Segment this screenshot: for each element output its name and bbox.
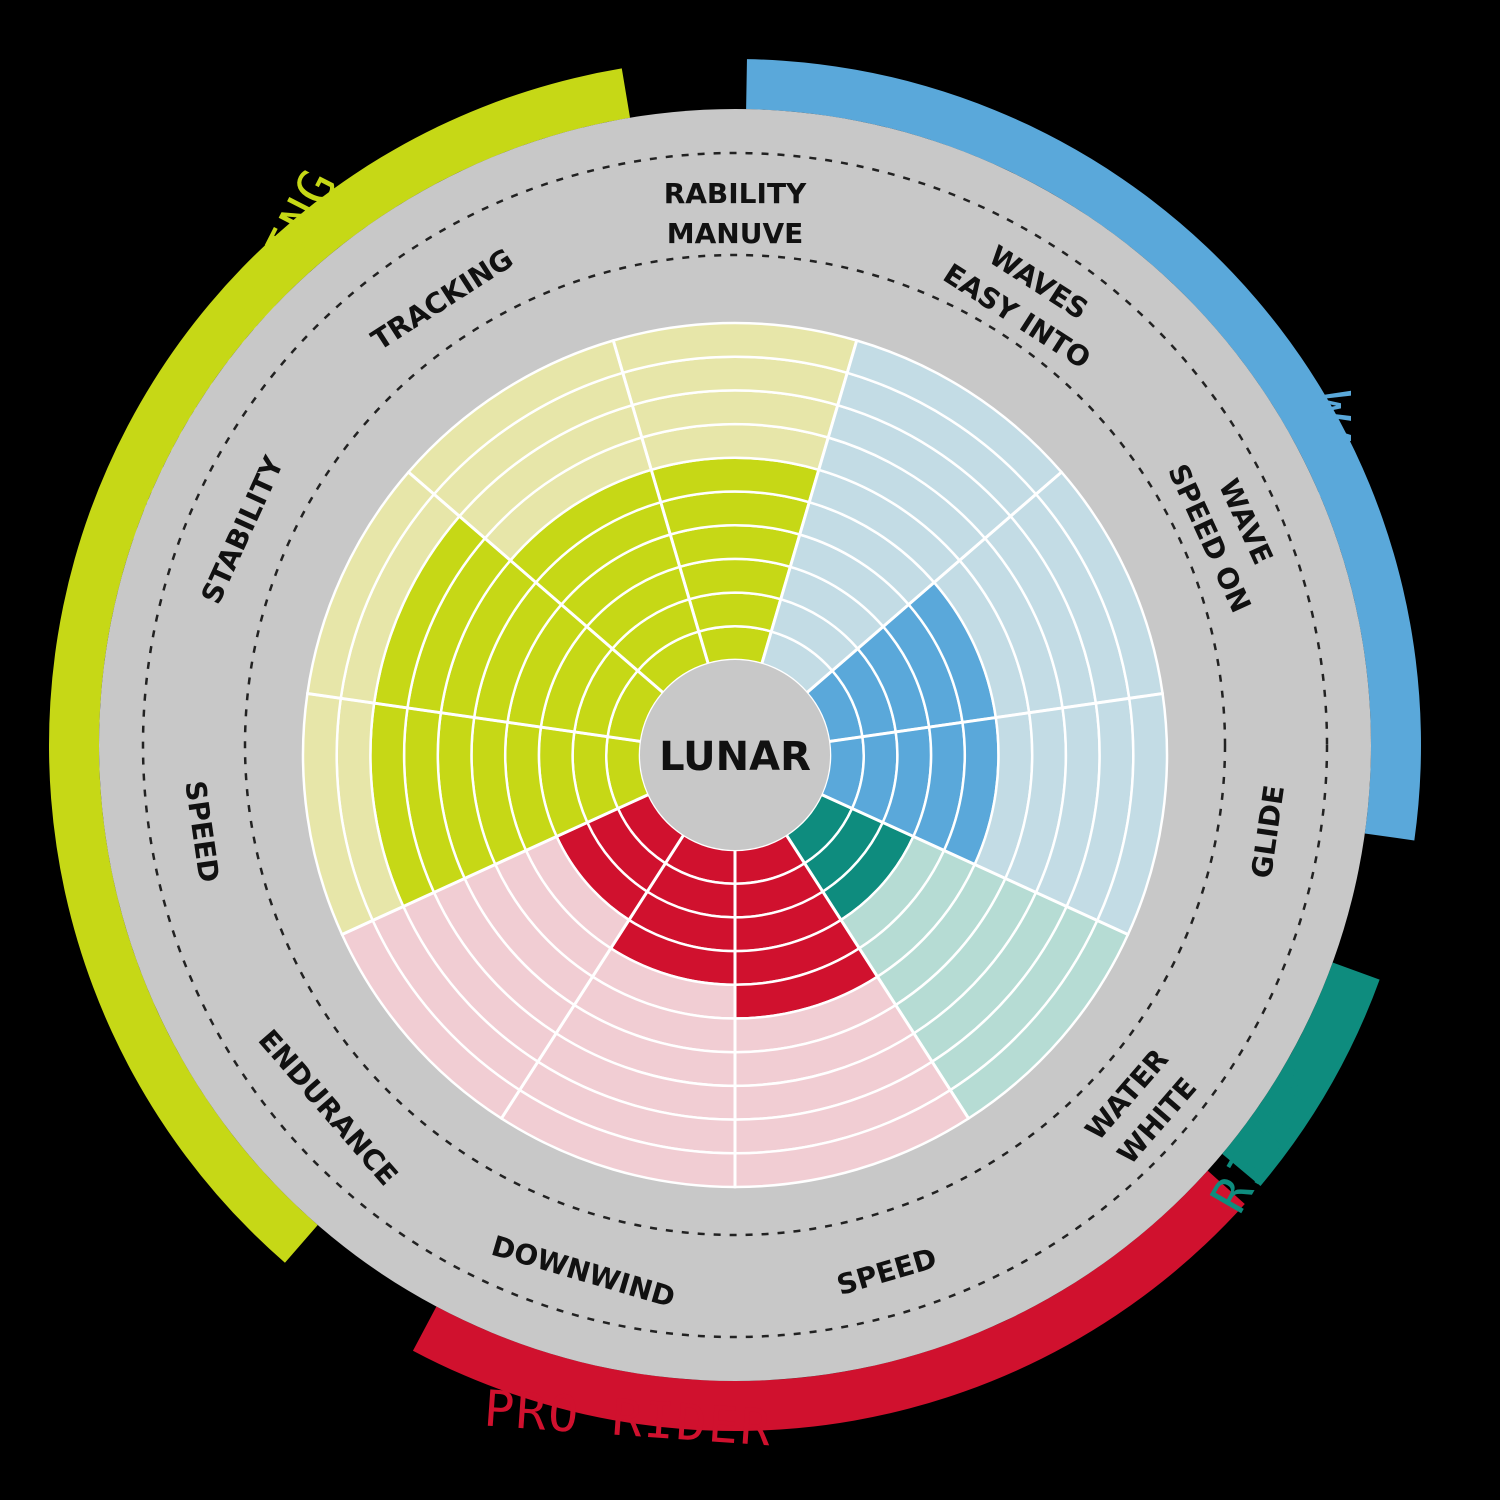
spoke-1 [760, 340, 859, 665]
category-arc-river [1222, 962, 1380, 1186]
dashed-ring-outer [141, 151, 1329, 1339]
axis-label-0-line-0: MANUVE [667, 217, 804, 250]
spoke-4 [820, 793, 1129, 936]
spoke-7 [500, 834, 685, 1120]
spoke-10 [407, 470, 665, 694]
axis-label-0-line-1: RABILITY [664, 177, 807, 210]
spoke-8 [341, 793, 650, 936]
category-ring [49, 59, 1421, 1431]
sector-0-ring-3 [678, 557, 792, 601]
spoke-2 [805, 470, 1063, 694]
category-arc-entry [49, 68, 631, 1263]
spoke-3 [828, 692, 1163, 743]
center-label: LUNAR [659, 734, 811, 780]
spokes [307, 340, 1163, 1187]
spoke-9 [307, 692, 642, 743]
sector-0-ring-2 [687, 591, 783, 634]
category-arc-pro [412, 1170, 1245, 1431]
sector-0-ring-1 [697, 625, 773, 666]
dashed-ring-inner [243, 253, 1227, 1237]
spoke-0 [611, 340, 710, 665]
center-hub [640, 660, 830, 850]
spoke-5 [785, 834, 970, 1120]
